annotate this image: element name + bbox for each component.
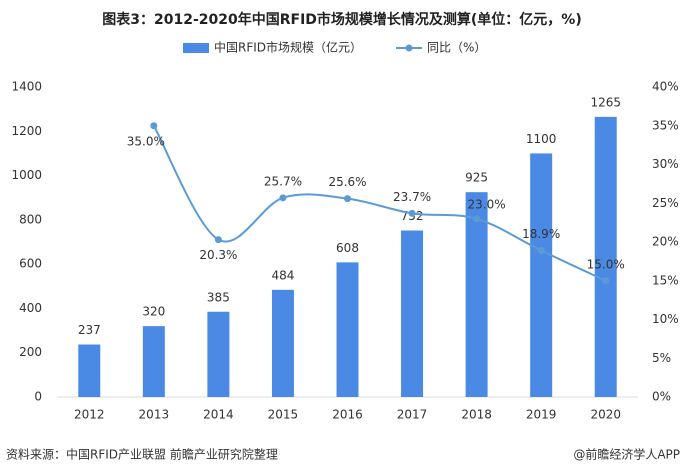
legend-swatch-dot xyxy=(405,44,413,52)
line-point xyxy=(344,195,351,203)
y-tick-label: 0 xyxy=(34,390,42,404)
bar-value-label: 1100 xyxy=(526,132,557,146)
y-tick-label: 800 xyxy=(19,212,42,226)
bar xyxy=(271,289,294,397)
line-value-label: 20.3% xyxy=(199,248,237,262)
y2-tick-label: 15% xyxy=(652,273,679,287)
line-value-label: 35.0% xyxy=(127,134,165,148)
x-tick-label: 2012 xyxy=(74,408,105,422)
line-value-label: 25.7% xyxy=(264,174,302,188)
bar-value-label: 608 xyxy=(336,241,359,255)
bar xyxy=(465,192,488,397)
bar-value-label: 1265 xyxy=(590,95,621,109)
line-point xyxy=(473,215,481,223)
x-tick-label: 2013 xyxy=(139,408,170,422)
bar-value-label: 925 xyxy=(465,171,488,185)
legend-label: 同比（%） xyxy=(427,41,486,55)
y2-tick-label: 5% xyxy=(652,351,671,365)
y-tick-label: 1400 xyxy=(11,80,42,94)
y-tick-label: 600 xyxy=(19,257,42,271)
x-tick-label: 2018 xyxy=(461,408,492,422)
bar xyxy=(401,230,424,397)
x-tick-label: 2020 xyxy=(590,408,621,422)
x-tick-label: 2015 xyxy=(268,408,299,422)
x-tick-label: 2016 xyxy=(332,408,363,422)
line-point xyxy=(602,277,610,285)
bar-value-label: 237 xyxy=(78,323,101,337)
y2-tick-label: 30% xyxy=(652,157,679,171)
y-tick-label: 1200 xyxy=(11,124,42,138)
line-point xyxy=(408,209,416,217)
y2-tick-label: 25% xyxy=(652,196,679,210)
y2-tick-label: 40% xyxy=(652,80,679,94)
line-point xyxy=(214,236,222,244)
line-value-label: 18.9% xyxy=(522,227,560,241)
line-value-label: 23.7% xyxy=(393,190,431,204)
line-point xyxy=(537,247,545,255)
legend-swatch xyxy=(183,43,209,53)
bar xyxy=(78,344,101,397)
source: 资料来源：中国RFID产业联盟 前瞻产业研究院整理 xyxy=(6,447,278,462)
y2-tick-label: 20% xyxy=(652,235,679,249)
y2-tick-label: 0% xyxy=(652,390,671,404)
y-tick-label: 200 xyxy=(19,345,42,359)
legend-label: 中国RFID市场规模（亿元） xyxy=(214,40,362,55)
y-tick-label: 400 xyxy=(19,301,42,315)
x-tick-label: 2014 xyxy=(203,408,234,422)
y-tick-label: 1000 xyxy=(11,168,42,182)
line-value-label: 15.0% xyxy=(587,257,625,271)
bar-value-label: 484 xyxy=(271,268,294,282)
chart-title: 图表3：2012-2020年中国RFID市场规模增长情况及测算(单位：亿元，%) xyxy=(102,11,581,28)
bar xyxy=(530,153,553,397)
line-value-label: 23.0% xyxy=(468,197,506,211)
line-point xyxy=(279,194,287,202)
bar xyxy=(207,311,230,397)
credit: @前瞻经济学人APP xyxy=(573,447,680,462)
x-tick-label: 2017 xyxy=(397,408,428,422)
bar-value-label: 320 xyxy=(142,305,165,319)
bar xyxy=(336,262,359,397)
y2-tick-label: 35% xyxy=(652,118,679,132)
bar xyxy=(142,326,165,397)
line-point xyxy=(150,122,158,130)
bar xyxy=(594,116,617,398)
bar-value-label: 385 xyxy=(207,290,230,304)
y2-tick-label: 10% xyxy=(652,312,679,326)
x-tick-label: 2019 xyxy=(526,408,557,422)
line-value-label: 25.6% xyxy=(328,175,366,189)
